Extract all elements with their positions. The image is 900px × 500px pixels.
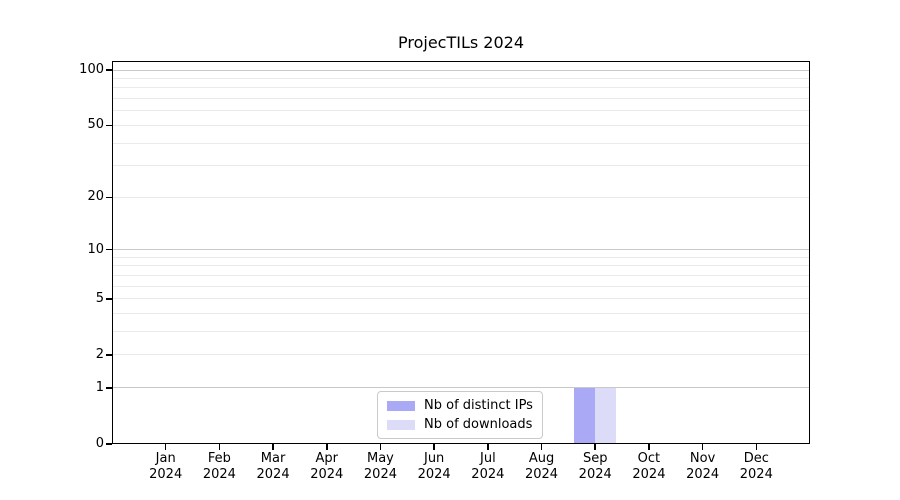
x-tick-month: Nov — [689, 451, 716, 466]
x-tick-label: Dec 2024 — [724, 451, 788, 483]
y-tick-label: 0 — [95, 436, 104, 451]
x-tick-year: 2024 — [256, 467, 290, 482]
x-tick — [218, 444, 221, 450]
x-tick — [326, 444, 328, 450]
y-tick — [106, 124, 112, 127]
y-tick-label: 10 — [87, 241, 104, 257]
x-tick-label: Oct 2024 — [617, 451, 681, 483]
y-tick — [106, 298, 112, 300]
legend-row-distinct-ips: Nb of distinct IPs — [387, 396, 533, 415]
x-tick — [594, 444, 596, 450]
h-gridline-minor — [112, 98, 810, 100]
h-gridline-minor — [112, 285, 810, 287]
h-gridline-minor — [112, 110, 810, 112]
h-gridline-minor — [112, 298, 810, 300]
x-tick-label: Aug 2024 — [510, 451, 574, 483]
legend-swatch-distinct-ips — [387, 400, 415, 411]
x-tick — [487, 444, 489, 450]
y-tick-label: 100 — [79, 62, 104, 78]
x-tick-year: 2024 — [686, 467, 720, 482]
y-tick — [106, 443, 112, 445]
x-tick — [433, 444, 435, 450]
h-gridline-minor — [112, 142, 810, 144]
h-gridline-minor — [112, 196, 810, 198]
x-tick-month: Jun — [423, 451, 445, 466]
x-tick — [755, 444, 758, 450]
y-tick-label: 50 — [87, 117, 104, 133]
h-gridline-minor — [112, 124, 810, 126]
h-gridline-minor — [112, 265, 810, 267]
x-tick-label: Mar 2024 — [241, 451, 305, 483]
y-tick-label: 2 — [95, 346, 104, 362]
x-tick — [701, 444, 704, 450]
h-gridline-major — [112, 387, 810, 389]
h-gridline-minor — [112, 275, 810, 277]
x-tick-month: Feb — [207, 451, 231, 466]
h-gridline-major — [112, 69, 810, 71]
x-tick-label: Apr 2024 — [295, 451, 359, 483]
x-tick-year: 2024 — [149, 467, 183, 482]
x-tick-month: Apr — [315, 451, 339, 466]
x-tick — [164, 444, 167, 450]
bar-downloads — [595, 387, 617, 444]
legend-swatch-downloads — [387, 419, 415, 430]
x-tick-month: May — [367, 451, 394, 466]
x-tick-label: Feb 2024 — [187, 451, 251, 483]
y-tick-label: 5 — [95, 290, 104, 306]
x-tick-year: 2024 — [739, 467, 773, 482]
h-gridline-minor — [112, 165, 810, 167]
x-tick-year: 2024 — [632, 467, 666, 482]
x-tick-month: Jul — [480, 451, 496, 466]
x-tick-year: 2024 — [471, 467, 505, 482]
x-tick-year: 2024 — [363, 467, 397, 482]
x-tick-month: Aug — [528, 451, 555, 466]
bar-distinct-ips — [574, 387, 596, 444]
legend: Nb of distinct IPs Nb of downloads — [377, 391, 543, 439]
legend-label-downloads: Nb of downloads — [424, 417, 533, 432]
y-tick-label: 20 — [87, 189, 104, 205]
y-tick — [106, 354, 112, 356]
chart-title: ProjecTILs 2024 — [397, 33, 524, 52]
x-tick-label: Jun 2024 — [402, 451, 466, 483]
h-gridline-minor — [112, 87, 810, 89]
x-tick — [272, 444, 274, 450]
h-gridline-minor — [112, 313, 810, 315]
y-tick — [106, 248, 112, 251]
x-tick-label: Jan 2024 — [134, 451, 198, 483]
x-tick-month: Mar — [260, 451, 286, 466]
x-tick-year: 2024 — [310, 467, 344, 482]
x-tick — [379, 444, 382, 450]
h-gridline-minor — [112, 78, 810, 80]
h-gridline-major — [112, 249, 810, 251]
x-tick-year: 2024 — [202, 467, 236, 482]
h-gridline-minor — [112, 256, 810, 258]
y-tick — [106, 196, 112, 199]
x-tick — [648, 444, 650, 450]
h-gridline-minor — [112, 331, 810, 333]
plot-area — [106, 61, 810, 450]
y-tick-label: 1 — [95, 379, 104, 395]
legend-label-distinct-ips: Nb of distinct IPs — [424, 398, 533, 413]
y-tick — [106, 69, 112, 71]
x-tick-label: Sep 2024 — [563, 451, 627, 483]
x-tick-year: 2024 — [417, 467, 451, 482]
x-tick — [540, 444, 543, 450]
x-tick-year: 2024 — [578, 467, 612, 482]
x-tick-month: Dec — [743, 451, 769, 466]
y-tick — [106, 387, 112, 389]
h-gridline-minor — [112, 354, 810, 356]
legend-row-downloads: Nb of downloads — [387, 415, 533, 434]
x-tick-month: Sep — [582, 451, 608, 466]
x-tick-month: Oct — [637, 451, 661, 466]
x-tick-label: May 2024 — [348, 451, 412, 483]
x-tick-month: Jan — [155, 451, 176, 466]
x-tick-label: Jul 2024 — [456, 451, 520, 483]
x-tick-year: 2024 — [524, 467, 559, 482]
x-tick-label: Nov 2024 — [671, 451, 735, 483]
